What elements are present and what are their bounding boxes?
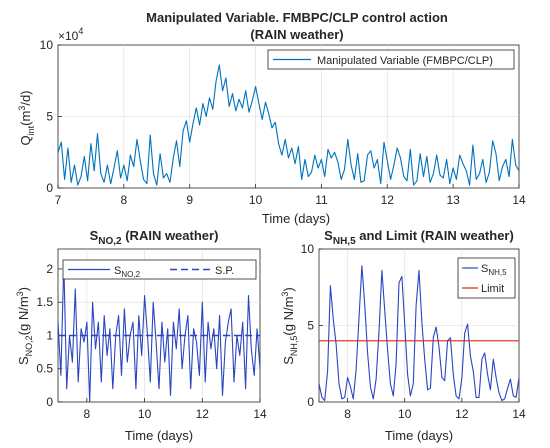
top-series [57, 64, 520, 186]
top-legend-box [267, 49, 515, 70]
br-ytick-label: 10 [301, 242, 315, 256]
br-xtick-label: 10 [398, 407, 412, 421]
top-xtick-label: 11 [315, 193, 328, 207]
br-legend: SNH,5 Limit [457, 257, 516, 299]
bl-xtick-label: 10 [138, 407, 152, 421]
bl-ticks: 8 10 12 14 0 0.5 1 1.5 2 [36, 262, 267, 421]
bl-xtick-label: 14 [253, 407, 267, 421]
bl-ytick-label: 1.5 [36, 295, 53, 309]
top-ticks: 7 8 9 10 11 12 13 14 0 5 10 [40, 38, 526, 207]
top-exponent-label: ×104 [58, 26, 83, 43]
top-xtick-label: 12 [381, 193, 395, 207]
br-legend-box [457, 257, 516, 299]
top-ytick-label: 10 [40, 38, 54, 52]
br-legend-label-limit: Limit [481, 283, 504, 295]
top-xtick-label: 14 [512, 193, 526, 207]
top-ylabel: Qint(m3/d) [17, 91, 36, 146]
top-ytick-label: 0 [46, 181, 53, 195]
bl-xtick-label: 8 [84, 407, 91, 421]
bl-legend: SNO,2 S.P. [62, 259, 257, 280]
br-ytick-label: 0 [307, 395, 314, 409]
br-xtick-label: 12 [455, 407, 469, 421]
bl-title: SNO,2 (RAIN weather) [90, 228, 219, 247]
top-xtick-label: 8 [121, 193, 128, 207]
bl-ytick-label: 1 [46, 328, 53, 342]
bl-ylabel: SNO,2(g N/m3) [15, 287, 34, 365]
br-xtick-label: 14 [512, 407, 526, 421]
bl-ytick-label: 2 [46, 262, 53, 276]
top-xtick-label: 9 [186, 193, 193, 207]
top-xlabel: Time (days) [262, 211, 330, 226]
bl-xtick-label: 12 [196, 407, 210, 421]
br-xlabel: Time (days) [385, 428, 453, 443]
chart-bottom-right: SNH,5 and Limit (RAIN weather) 8 10 12 14 0 5… [280, 228, 526, 443]
br-legend-label-snh5: SNH,5 [481, 263, 507, 277]
br-ticks: 8 10 12 14 0 5 10 [301, 242, 526, 421]
br-series-snh5-line [318, 265, 520, 402]
bl-legend-label-sno2: SNO,2 [114, 265, 141, 279]
top-legend: Manipulated Variable (FMBPC/CLP) [267, 49, 515, 70]
bl-ytick-label: 0 [46, 395, 53, 409]
bl-ytick-label: 0.5 [36, 362, 53, 376]
bl-legend-box [62, 259, 257, 280]
bl-xlabel: Time (days) [125, 428, 193, 443]
top-xtick-label: 7 [55, 193, 62, 207]
top-xtick-label: 10 [249, 193, 263, 207]
bl-series [57, 261, 261, 403]
br-xtick-label: 8 [344, 407, 351, 421]
br-series [318, 265, 520, 402]
chart-top: Manipulated Variable. FMBPC/CLP control … [17, 10, 526, 226]
top-title-line2: (RAIN weather) [250, 27, 343, 42]
top-series-manipulated-variable-line [57, 64, 520, 186]
top-legend-label: Manipulated Variable (FMBPC/CLP) [317, 55, 493, 67]
chart-bottom-left: SNO,2 (RAIN weather) 8 10 12 14 0 0.5 1 1.5 2 Ti… [15, 228, 267, 443]
br-title: SNH,5 and Limit (RAIN weather) [324, 228, 514, 247]
top-title-line1: Manipulated Variable. FMBPC/CLP control … [146, 10, 448, 25]
bl-legend-label-sp: S.P. [215, 265, 234, 277]
top-ytick-label: 5 [46, 110, 53, 124]
top-xtick-label: 13 [446, 193, 460, 207]
br-ytick-label: 5 [307, 319, 314, 333]
br-ylabel: SNH,5(g N/m3) [280, 287, 299, 365]
